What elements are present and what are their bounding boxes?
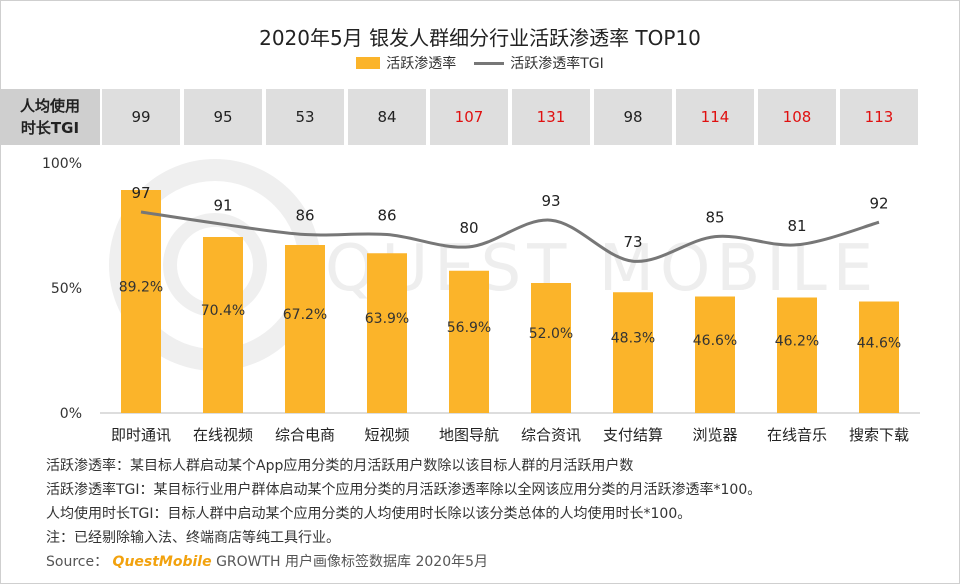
- legend-bar-swatch: [356, 57, 381, 69]
- source-text: GROWTH 用户画像标签数据库 2020年5月: [216, 554, 489, 570]
- x-tick-label: 即时通讯: [111, 426, 171, 444]
- x-tick-label: 在线视频: [193, 426, 253, 444]
- tgi-line-label: 86: [377, 207, 396, 225]
- bar-value-label: 46.6%: [693, 333, 737, 349]
- tgi-line-label: 97: [131, 184, 150, 202]
- bar: [695, 296, 735, 413]
- bar-value-label: 52.0%: [529, 326, 573, 342]
- tgi-value: 99: [102, 89, 180, 145]
- x-tick-label: 地图导航: [439, 426, 499, 444]
- footnote-4: 注：已经剔除输入法、终端商店等纯工具行业。: [46, 530, 340, 546]
- tgi-line-label: 81: [787, 217, 806, 235]
- tgi-line-label: 92: [869, 194, 888, 212]
- tgi-line-label: 73: [623, 233, 642, 251]
- bar-value-label: 70.4%: [201, 303, 245, 319]
- bar-value-label: 44.6%: [857, 335, 901, 351]
- footnote-2: 活跃渗透率TGI：某目标行业用户群体启动某个应用分类的月活跃渗透率除以全网该应用…: [46, 482, 762, 498]
- x-tick-label: 支付结算: [603, 426, 663, 444]
- bar-value-label: 46.2%: [775, 333, 819, 349]
- tgi-value: 84: [348, 89, 426, 145]
- legend-bar-label: 活跃渗透率: [386, 56, 457, 72]
- x-tick-label: 综合电商: [275, 426, 335, 444]
- tgi-line-label: 85: [705, 209, 724, 227]
- tgi-value: 95: [184, 89, 262, 145]
- bar: [285, 245, 325, 413]
- y-tick-label: 0%: [60, 406, 82, 422]
- tgi-value: 53: [266, 89, 344, 145]
- tgi-value: 114: [676, 89, 754, 145]
- x-tick-label: 搜索下载: [849, 426, 909, 444]
- bar: [203, 237, 243, 413]
- tgi-value: 113: [840, 89, 918, 145]
- tgi-line-label: 86: [295, 207, 314, 225]
- legend: 活跃渗透率 活跃渗透率TGI: [0, 53, 960, 73]
- tgi-value: 107: [430, 89, 508, 145]
- bar-value-label: 89.2%: [119, 280, 163, 296]
- tgi-header: 人均使用 时长TGI: [0, 89, 100, 145]
- source-prefix: Source：: [46, 554, 109, 570]
- bar: [449, 270, 489, 413]
- watermark-text: QUEST MOBILE: [325, 232, 879, 306]
- bar-value-label: 56.9%: [447, 320, 491, 336]
- tgi-line-label: 93: [541, 192, 560, 210]
- tgi-value: 108: [758, 89, 836, 145]
- x-tick-label: 综合资讯: [521, 426, 581, 444]
- bar-value-label: 67.2%: [283, 307, 327, 323]
- bar: [859, 301, 899, 413]
- chart-title: 2020年5月 银发人群细分行业活跃渗透率 TOP10: [259, 26, 701, 50]
- bar: [121, 190, 161, 413]
- x-tick-label: 短视频: [364, 426, 409, 444]
- tgi-line-label: 91: [213, 196, 232, 214]
- footnote-3: 人均使用时长TGI：目标人群中启动某个应用分类的人均使用时长除以该分类总体的人均…: [46, 506, 692, 522]
- x-tick-label: 浏览器: [692, 426, 737, 444]
- source-brand: QuestMobile: [112, 554, 212, 570]
- bar: [777, 297, 817, 413]
- bar: [613, 292, 653, 413]
- source-line: Source： QuestMobile GROWTH 用户画像标签数据库 202…: [46, 551, 488, 571]
- tgi-line-label: 80: [459, 219, 478, 237]
- tgi-value: 98: [594, 89, 672, 145]
- tgi-value: 131: [512, 89, 590, 145]
- tgi-row: 人均使用 时长TGI 99 95 53 84 107 131 98 114 108 113: [0, 89, 960, 145]
- bar-value-label: 63.9%: [365, 311, 409, 327]
- x-tick-label: 在线音乐: [767, 426, 827, 444]
- bar-value-label: 48.3%: [611, 331, 655, 347]
- tgi-line: [140, 210, 880, 263]
- legend-line-label: 活跃渗透率TGI: [510, 56, 604, 72]
- bar: [531, 283, 571, 413]
- legend-line-swatch: [474, 61, 505, 65]
- footnote-1: 活跃渗透率：某目标人群启动某个App应用分类的月活跃用户数除以该目标人群的月活跃…: [46, 458, 634, 474]
- y-tick-label: 50%: [51, 281, 82, 297]
- y-tick-label: 100%: [42, 156, 82, 172]
- bar: [367, 253, 407, 413]
